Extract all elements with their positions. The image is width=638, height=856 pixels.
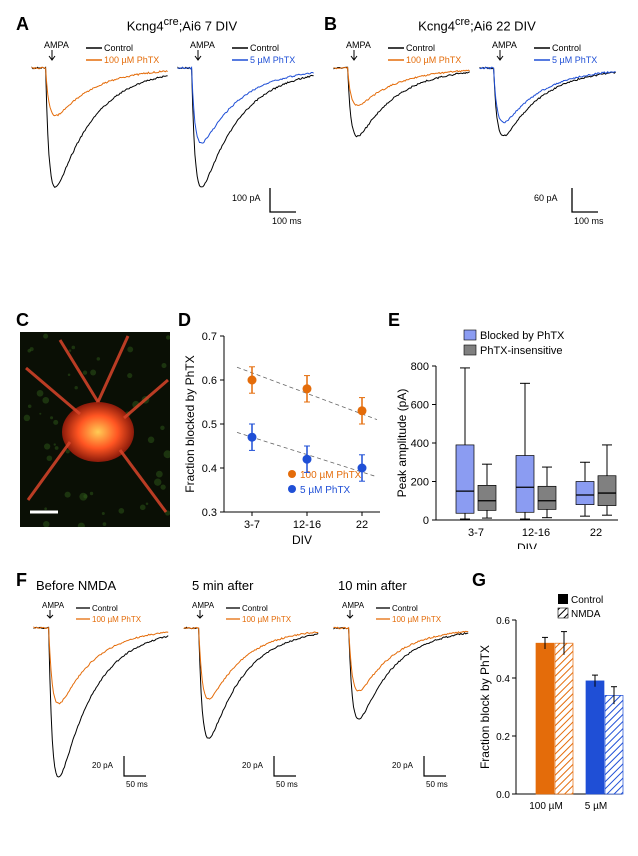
svg-text:100 µM PhTX: 100 µM PhTX xyxy=(392,615,442,624)
svg-text:22: 22 xyxy=(590,527,602,539)
svg-text:0.5: 0.5 xyxy=(202,419,217,431)
svg-text:Peak amplitude (pA): Peak amplitude (pA) xyxy=(395,389,409,498)
svg-text:AMPA: AMPA xyxy=(492,40,517,50)
svg-text:22: 22 xyxy=(356,519,368,531)
panel-b-title: Kcng4cre;Ai6 22 DIV xyxy=(367,16,587,33)
svg-text:Control: Control xyxy=(92,604,118,613)
panel-label-g: G xyxy=(472,570,486,591)
svg-text:Control: Control xyxy=(392,604,418,613)
svg-text:20 pA: 20 pA xyxy=(392,761,414,770)
panel-label-c: C xyxy=(16,310,29,331)
svg-text:DIV: DIV xyxy=(292,533,312,547)
svg-text:20 pA: 20 pA xyxy=(92,761,114,770)
svg-text:100 µM PhTX: 100 µM PhTX xyxy=(300,470,362,481)
svg-text:800: 800 xyxy=(411,361,429,373)
svg-text:5 µM PhTX: 5 µM PhTX xyxy=(300,485,351,496)
svg-text:400: 400 xyxy=(411,438,429,450)
panel-f-title-1: 5 min after xyxy=(192,578,253,593)
trace-f1: AMPA Control 100 µM PhTX 20 pA 50 ms xyxy=(178,598,328,798)
svg-text:AMPA: AMPA xyxy=(342,601,365,610)
trace-a1: AMPA Control 100 µM PhTX xyxy=(28,38,178,228)
svg-text:100 µM PhTX: 100 µM PhTX xyxy=(104,55,159,65)
svg-text:AMPA: AMPA xyxy=(44,40,69,50)
svg-text:0.7: 0.7 xyxy=(202,331,217,343)
svg-text:600: 600 xyxy=(411,400,429,412)
panel-e-chart: 0 200 400 600 800 Peak amplitude (pA) Blocked … xyxy=(394,324,626,549)
trace-b1: AMPA Control 100 µM PhTX xyxy=(330,38,480,228)
svg-text:Fraction blocked by PhTX: Fraction blocked by PhTX xyxy=(183,355,197,492)
panel-label-f: F xyxy=(16,570,27,591)
svg-text:100 µM: 100 µM xyxy=(529,801,563,812)
svg-text:AMPA: AMPA xyxy=(190,40,215,50)
svg-text:100 µM PhTX: 100 µM PhTX xyxy=(242,615,292,624)
svg-text:5 µM PhTX: 5 µM PhTX xyxy=(552,55,597,65)
trace-f0: AMPA Control 100 µM PhTX 20 pA 50 ms xyxy=(28,598,178,798)
svg-text:100 µM PhTX: 100 µM PhTX xyxy=(406,55,461,65)
svg-text:Control: Control xyxy=(250,43,279,53)
svg-text:50 ms: 50 ms xyxy=(426,780,448,789)
svg-text:0.6: 0.6 xyxy=(202,375,217,387)
svg-text:3-7: 3-7 xyxy=(468,527,484,539)
svg-text:20 pA: 20 pA xyxy=(242,761,264,770)
svg-text:Control: Control xyxy=(552,43,581,53)
figure-root: A B C D E F G Kcng4cre;Ai6 7 DIV Kcng4cr… xyxy=(12,12,626,844)
svg-text:0: 0 xyxy=(423,515,429,527)
svg-text:12-16: 12-16 xyxy=(293,519,321,531)
svg-text:AMPA: AMPA xyxy=(192,601,215,610)
panel-c-image xyxy=(20,332,170,527)
panel-f-title-0: Before NMDA xyxy=(36,578,116,593)
svg-text:AMPA: AMPA xyxy=(42,601,65,610)
svg-text:5 µM PhTX: 5 µM PhTX xyxy=(250,55,295,65)
panel-label-b: B xyxy=(324,14,337,35)
svg-text:12-16: 12-16 xyxy=(522,527,550,539)
svg-text:100 µM PhTX: 100 µM PhTX xyxy=(92,615,142,624)
svg-text:Control: Control xyxy=(571,595,603,606)
svg-text:NMDA: NMDA xyxy=(571,609,601,620)
panel-f-title-2: 10 min after xyxy=(338,578,407,593)
trace-f2: AMPA Control 100 µM PhTX 20 pA 50 ms xyxy=(328,598,478,798)
svg-text:50 ms: 50 ms xyxy=(276,780,298,789)
svg-text:3-7: 3-7 xyxy=(244,519,260,531)
svg-text:PhTX-insensitive: PhTX-insensitive xyxy=(480,345,563,357)
svg-text:60 pA: 60 pA xyxy=(534,193,558,203)
trace-a2: AMPA Control 5 µM PhTX 100 pA 100 ms xyxy=(174,38,324,228)
svg-text:0.0: 0.0 xyxy=(496,790,510,801)
svg-text:0.3: 0.3 xyxy=(202,507,217,519)
svg-text:0.2: 0.2 xyxy=(496,732,510,743)
svg-text:100 pA: 100 pA xyxy=(232,193,261,203)
svg-text:Fraction block by PhTX: Fraction block by PhTX xyxy=(478,645,492,769)
panel-g-chart: 0.0 0.2 0.4 0.6 Fraction block by PhTX Contro… xyxy=(478,590,628,826)
svg-text:100 ms: 100 ms xyxy=(574,216,604,226)
svg-text:5 µM: 5 µM xyxy=(585,801,607,812)
svg-text:200: 200 xyxy=(411,477,429,489)
svg-text:Blocked by PhTX: Blocked by PhTX xyxy=(480,330,565,342)
svg-text:DIV: DIV xyxy=(517,541,537,549)
svg-text:100 ms: 100 ms xyxy=(272,216,302,226)
svg-text:Control: Control xyxy=(242,604,268,613)
svg-text:Control: Control xyxy=(104,43,133,53)
panel-a-title: Kcng4cre;Ai6 7 DIV xyxy=(72,16,292,33)
svg-text:0.4: 0.4 xyxy=(496,674,510,685)
svg-text:0.4: 0.4 xyxy=(202,463,217,475)
svg-text:0.6: 0.6 xyxy=(496,616,510,627)
svg-text:50 ms: 50 ms xyxy=(126,780,148,789)
panel-label-a: A xyxy=(16,14,29,35)
svg-text:AMPA: AMPA xyxy=(346,40,371,50)
panel-d-chart: 0.3 0.4 0.5 0.6 0.7 3-7 12-16 22 DIV Fraction blo… xyxy=(182,324,387,549)
trace-b2: AMPA Control 5 µM PhTX 60 pA 100 ms xyxy=(476,38,626,228)
svg-text:Control: Control xyxy=(406,43,435,53)
